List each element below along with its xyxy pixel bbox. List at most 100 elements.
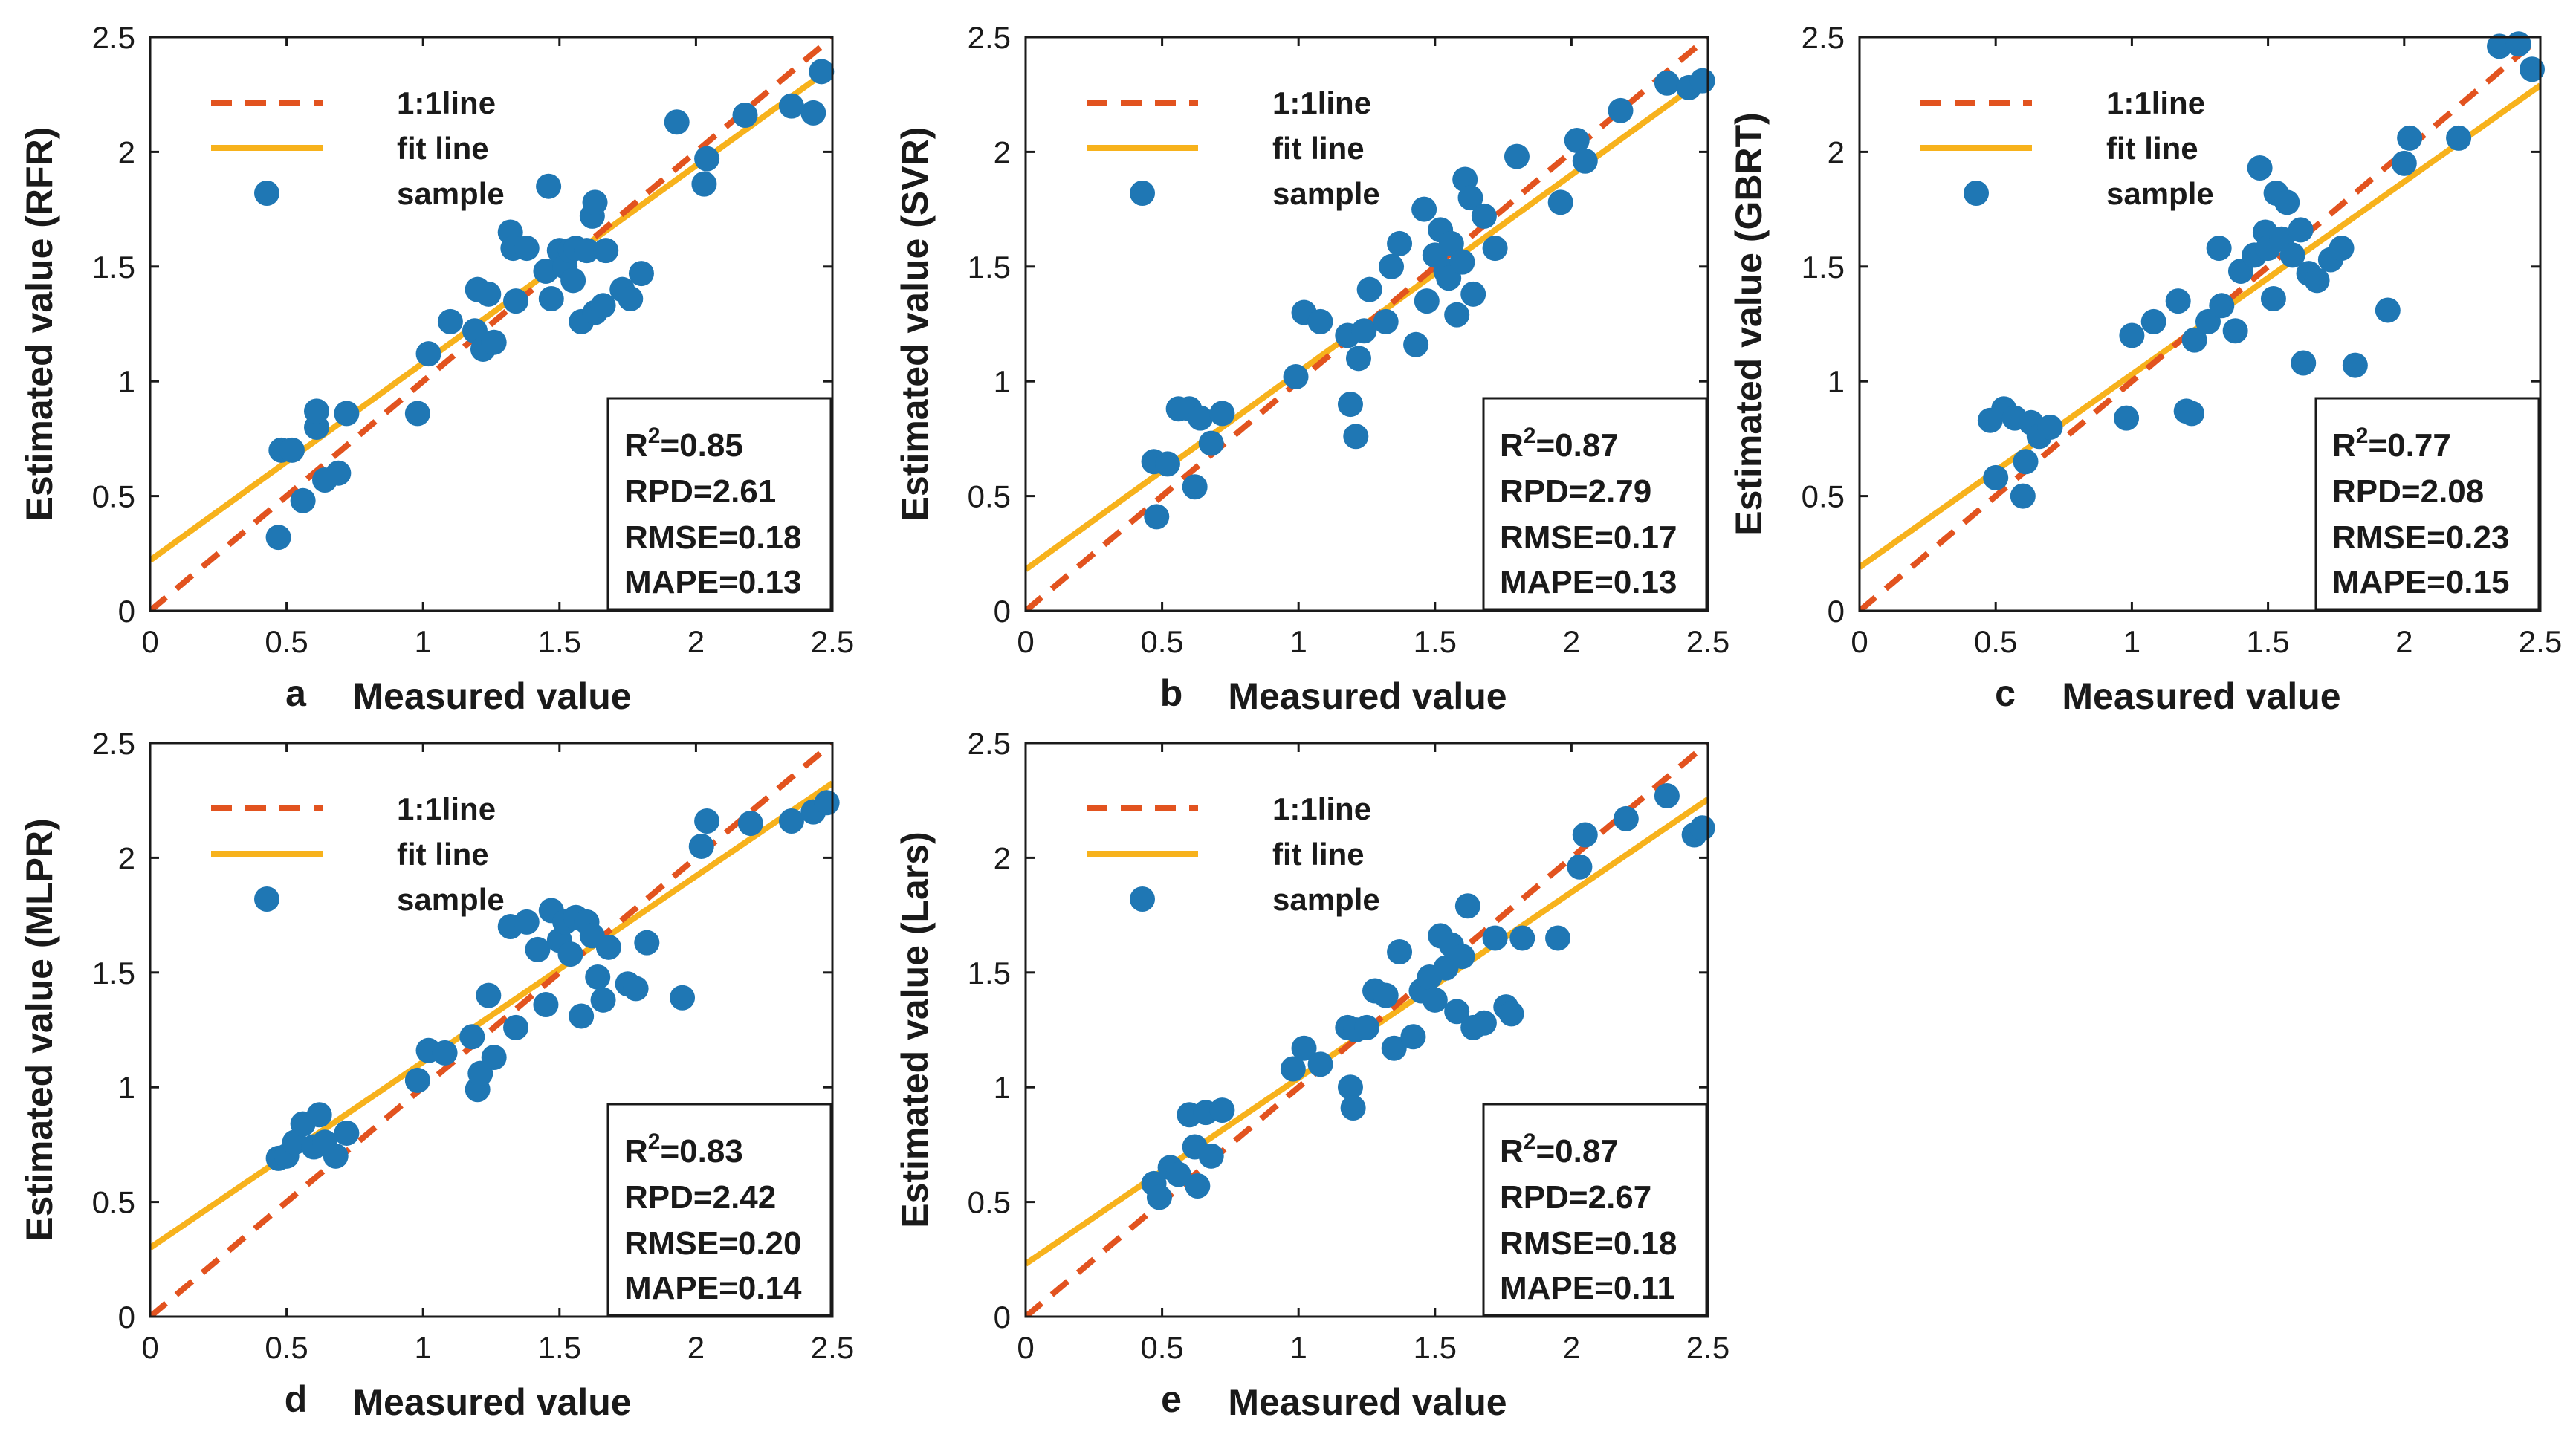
legend: 1:1line fit line sample xyxy=(1087,791,1380,917)
sample-point xyxy=(1198,1143,1224,1169)
panel-letter: c xyxy=(1995,672,2016,714)
stats-box: R2=0.77 RPD=2.08 RMSE=0.23 MAPE=0.15 xyxy=(2314,397,2540,611)
stat-r2-value: =0.77 xyxy=(2368,427,2450,464)
sample-point xyxy=(1144,504,1170,530)
sample-point xyxy=(459,1024,485,1050)
sample-point xyxy=(2329,236,2355,262)
stat-rpd: RPD=2.67 xyxy=(1500,1179,1651,1216)
legend-identity-label: 1:1line xyxy=(1272,85,1371,120)
panel-e: 0 0.5 1 1.5 2 2.5 0 0.5 1 1.5 2 2.5 e Measured value E… xyxy=(894,726,1729,1423)
sample-point xyxy=(618,286,644,312)
sample-point xyxy=(1572,148,1598,174)
x-axis-label: Measured value xyxy=(2062,675,2340,717)
sample-point xyxy=(1983,464,2009,490)
y-tick-label: 2 xyxy=(994,134,1011,169)
y-tick-label: 0 xyxy=(994,1300,1011,1335)
sample-point xyxy=(2375,297,2401,323)
sample-point xyxy=(2304,267,2330,294)
y-tick-label: 2.5 xyxy=(92,726,135,761)
sample-point xyxy=(2247,155,2273,181)
sample-point xyxy=(1449,944,1475,970)
sample-point xyxy=(582,189,608,215)
sample-point xyxy=(590,293,616,319)
y-tick-label: 2 xyxy=(118,840,135,875)
legend-identity-label: 1:1line xyxy=(397,791,496,826)
sample-point xyxy=(2391,150,2417,176)
sample-point xyxy=(1280,1056,1306,1082)
stat-r2-label: R xyxy=(2332,427,2356,464)
x-tick-label: 1 xyxy=(415,624,432,659)
stat-rpd: RPD=2.42 xyxy=(624,1179,776,1216)
stats-frame xyxy=(2314,397,2540,611)
legend-sample-swatch xyxy=(1964,181,1989,206)
sample-point xyxy=(2165,288,2191,314)
sample-point xyxy=(1165,1161,1191,1187)
sample-point xyxy=(634,930,660,956)
legend: 1:1line fit line sample xyxy=(1087,85,1380,211)
stat-r2-value: =0.87 xyxy=(1535,1133,1618,1170)
sample-point xyxy=(1613,805,1639,831)
stat-r2-sup: 2 xyxy=(1524,1129,1536,1154)
sample-point xyxy=(334,1120,360,1146)
sample-point xyxy=(1387,939,1413,965)
x-tick-label: 2 xyxy=(1563,1330,1580,1365)
sample-point xyxy=(1400,1024,1426,1050)
sample-point xyxy=(2260,286,2286,312)
legend-sample-swatch xyxy=(1130,886,1155,912)
stats-box: R2=0.83 RPD=2.42 RMSE=0.20 MAPE=0.14 xyxy=(606,1103,832,1317)
stat-r2-label: R xyxy=(624,1133,648,1170)
legend-sample-label: sample xyxy=(1272,882,1380,917)
x-axis-label: Measured value xyxy=(352,1381,631,1423)
axes-frame xyxy=(1024,742,1709,1318)
axes-frame xyxy=(1024,36,1709,612)
stat-r2: R2=0.83 xyxy=(624,1129,743,1170)
legend-sample-label: sample xyxy=(2106,176,2214,211)
legend-identity-label: 1:1line xyxy=(397,85,496,120)
x-tick-label: 0.5 xyxy=(1140,624,1183,659)
sample-point xyxy=(1307,308,1333,334)
panel-c: 0 0.5 1 1.5 2 2.5 0 0.5 1 1.5 2 2.5 c Measured value E… xyxy=(1728,20,2562,717)
sample-point xyxy=(538,286,564,312)
sample-point xyxy=(1351,318,1377,344)
sample-point xyxy=(1188,405,1214,431)
panel-letter: a xyxy=(285,672,307,714)
y-tick-label: 2 xyxy=(994,840,1011,875)
stat-r2-label: R xyxy=(1500,1133,1524,1170)
x-tick-label: 0 xyxy=(1851,624,1868,659)
stat-r2-label: R xyxy=(1500,427,1524,464)
sample-point xyxy=(1387,230,1413,256)
stat-r2-sup: 2 xyxy=(2356,424,2369,448)
sample-point xyxy=(1454,893,1480,919)
y-tick-label: 1 xyxy=(994,1070,1011,1105)
sample-point xyxy=(809,59,835,85)
stat-rmse: RMSE=0.23 xyxy=(2332,519,2509,556)
y-tick-label: 1 xyxy=(994,364,1011,399)
sample-point xyxy=(1356,276,1382,302)
y-tick-label: 2 xyxy=(1828,134,1845,169)
sample-point xyxy=(737,811,763,837)
sample-point xyxy=(476,982,502,1008)
sample-point xyxy=(1460,281,1486,307)
x-tick-label: 1.5 xyxy=(538,624,581,659)
x-tick-label: 2.5 xyxy=(1686,624,1729,659)
stat-rpd: RPD=2.79 xyxy=(1500,473,1651,510)
stat-r2-sup: 2 xyxy=(648,424,661,448)
stats-box: R2=0.87 RPD=2.79 RMSE=0.17 MAPE=0.13 xyxy=(1482,397,1708,611)
sample-point xyxy=(323,1143,349,1169)
y-tick-label: 0.5 xyxy=(92,1185,135,1220)
sample-point xyxy=(2446,125,2472,151)
x-tick-label: 1.5 xyxy=(1414,1330,1457,1365)
sample-point xyxy=(476,281,502,307)
legend-sample-label: sample xyxy=(397,882,505,917)
x-tick-label: 1.5 xyxy=(538,1330,581,1365)
y-tick-label: 2.5 xyxy=(968,20,1011,55)
stat-mape: MAPE=0.13 xyxy=(1500,564,1677,600)
y-tick-label: 0 xyxy=(1828,594,1845,629)
sample-point xyxy=(326,460,352,486)
legend-fit-label: fit line xyxy=(1272,837,1365,872)
stat-r2-sup: 2 xyxy=(648,1129,661,1154)
sample-point xyxy=(670,985,696,1011)
sample-point xyxy=(1654,70,1680,96)
sample-point xyxy=(2037,414,2063,440)
